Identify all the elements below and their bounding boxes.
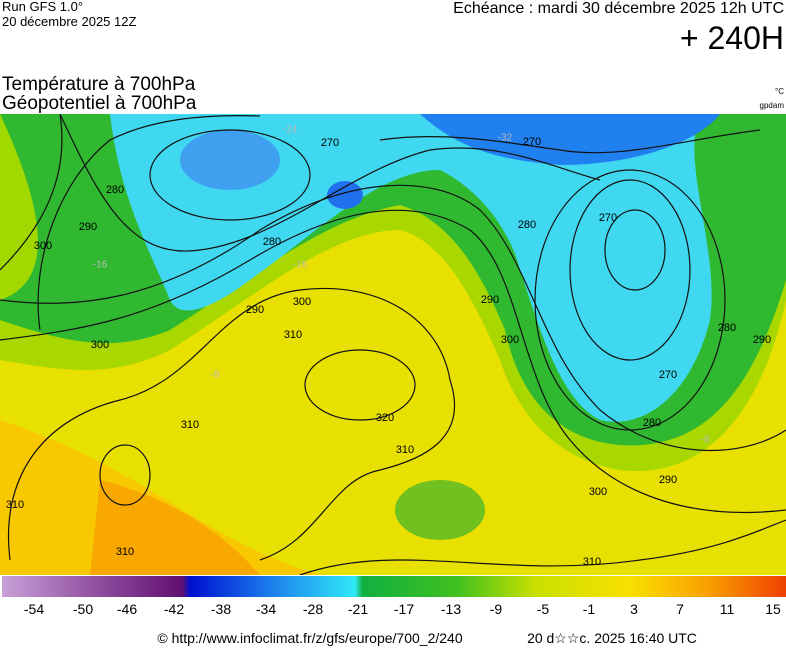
colorbar-label: 3 [630, 601, 638, 617]
cool-area [395, 480, 485, 540]
contour-label: 280 [263, 236, 281, 248]
contour [604, 209, 666, 291]
run: Run GFS 1.0° [2, 0, 83, 14]
contour-label: 310 [6, 499, 24, 511]
contour [379, 129, 761, 154]
contour-label: 280 [518, 219, 536, 231]
contour-label: 280 [718, 322, 736, 334]
contour [149, 129, 311, 221]
contour-label: 270 [659, 369, 677, 381]
temperature-label: -24 [283, 125, 298, 136]
colorbar-label: -21 [348, 601, 368, 617]
colorbar-label: -50 [73, 601, 93, 617]
unit: gpdam [760, 101, 785, 110]
colorbar-label: -13 [441, 601, 461, 617]
contour-label: 300 [589, 486, 607, 498]
temperature-label: -16 [293, 260, 308, 271]
contour-label: 290 [659, 474, 677, 486]
contour-label: 300 [91, 339, 109, 351]
lead-time: + 240H [680, 20, 784, 56]
cold-area [110, 114, 712, 422]
warm-area [0, 420, 320, 575]
contour-label: 300 [34, 240, 52, 252]
contour-label: 280 [643, 417, 661, 429]
contour [37, 115, 261, 331]
temperature-label: -16 [93, 260, 108, 271]
contour [569, 179, 691, 361]
run-date: 20 décembre 2025 12Z [2, 14, 136, 29]
cold-core [327, 181, 363, 209]
footer-url: © http://www.infoclimat.fr/z/gfs/europe/… [157, 630, 462, 646]
colorbar-label: -28 [303, 601, 323, 617]
contour-label: 300 [501, 334, 519, 346]
contour-label: 270 [599, 212, 617, 224]
contour-label: 270 [321, 137, 339, 149]
contour-label: 290 [79, 221, 97, 233]
colorbar-label: -17 [394, 601, 414, 617]
colorbar-label: -42 [164, 601, 184, 617]
contour-label: 310 [396, 444, 414, 456]
cold-core [180, 130, 280, 190]
colorbar-label: 15 [765, 601, 781, 617]
contour [304, 349, 416, 421]
contour-label: 310 [583, 556, 601, 568]
colorbar-label: -9 [490, 601, 503, 617]
temperature-label: -8 [701, 435, 710, 446]
colorbar-label: 7 [676, 601, 684, 617]
contour [7, 287, 456, 561]
contour [59, 114, 601, 252]
title: Géopotentiel à 700hPa [2, 93, 197, 114]
contour-label: 310 [116, 546, 134, 558]
contour-label: 290 [481, 294, 499, 306]
contour-label: 310 [181, 419, 199, 431]
colorbar-label: -46 [117, 601, 137, 617]
forecast-time: Echéance : mardi 30 décembre 2025 12h UT… [453, 0, 784, 17]
temperature-label: -32 [498, 133, 513, 144]
contour-label: 290 [246, 304, 264, 316]
contour [0, 209, 786, 513]
contour-label: 300 [293, 296, 311, 308]
contour-label: 290 [753, 334, 771, 346]
colorbar-label: -38 [211, 601, 231, 617]
contour [99, 444, 151, 506]
transition-area [0, 114, 38, 300]
contour-label: 280 [106, 184, 124, 196]
footer-date: 20 d☆☆c. 2025 16:40 UTC [527, 630, 697, 646]
contour [299, 519, 786, 575]
contour [0, 114, 63, 271]
contour-label: 310 [284, 329, 302, 341]
contour-label: 320 [376, 412, 394, 424]
map: 280 270 280 290 300 310 320 310 310 310 … [0, 114, 786, 575]
contour [0, 184, 786, 451]
colorbar-label: 11 [720, 601, 735, 617]
unit: °C [775, 87, 784, 96]
colorbar-label: -54 [24, 601, 44, 617]
colorbar-labels: -54 -50 -46 -42 -38 -34 -28 -21 -17 -13 -9 -5 -1 3 7 11… [24, 601, 781, 617]
title: Température à 700hPa [2, 74, 196, 95]
colorbar-label: -34 [256, 601, 276, 617]
contour-label: 270 [523, 136, 541, 148]
temperature-label: -8 [211, 370, 220, 381]
colorbar-label: -5 [537, 601, 550, 617]
colorbar [2, 576, 786, 597]
colorbar-label: -1 [583, 601, 596, 617]
cold-core [420, 114, 720, 165]
